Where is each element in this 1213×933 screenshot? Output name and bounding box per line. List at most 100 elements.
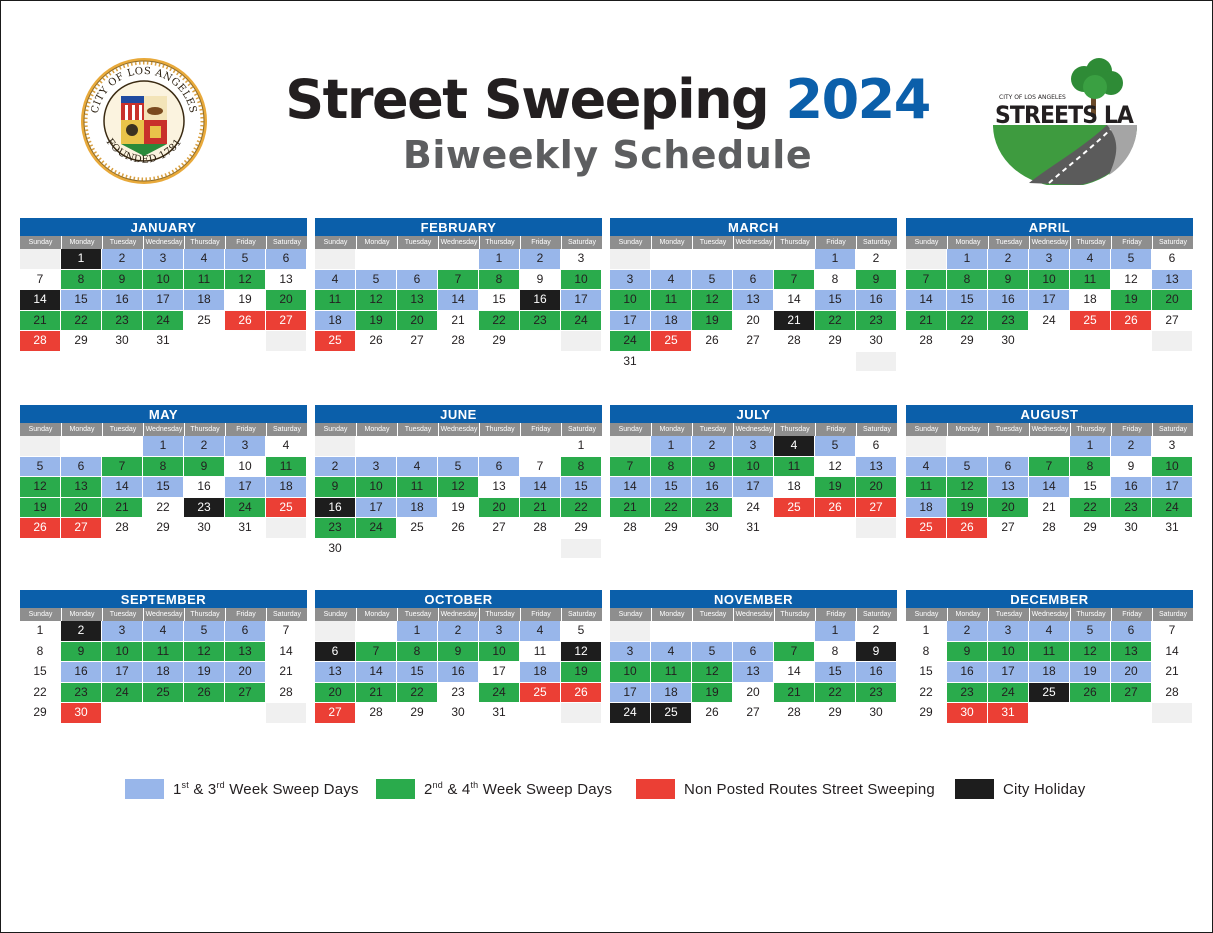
- empty-cell: [651, 621, 692, 642]
- weekday-header: Sunday Monday Tuesday Wednesday Thursday Frid…: [906, 236, 1193, 249]
- day-cell: 25: [520, 682, 561, 703]
- legend-label-part: City Holiday: [1003, 780, 1086, 798]
- weekday-header: Sunday Monday Tuesday Wednesday Thursday Frid…: [906, 608, 1193, 621]
- day-cell: 1: [651, 436, 692, 457]
- weekday-label: Sunday: [20, 608, 61, 621]
- empty-cell: [561, 331, 602, 352]
- day-cell: 28: [610, 518, 651, 539]
- day-cell: 4: [143, 621, 184, 642]
- day-cell: 26: [692, 703, 733, 724]
- day-cell: 18: [520, 662, 561, 683]
- weekday-header: Sunday Monday Tuesday Wednesday Thursday Frid…: [315, 423, 602, 436]
- weekday-header: Sunday Monday Tuesday Wednesday Thursday Frid…: [315, 236, 602, 249]
- legend-swatch: [636, 779, 675, 799]
- day-cell: 21: [774, 682, 815, 703]
- empty-cell: [438, 249, 479, 270]
- weekday-label: Friday: [815, 608, 856, 621]
- day-cell: 7: [102, 456, 143, 477]
- day-cell: 16: [1111, 477, 1152, 498]
- day-cell: 3: [1152, 436, 1193, 457]
- weekday-label: Tuesday: [397, 608, 438, 621]
- day-cell: 2: [988, 249, 1029, 270]
- page-title: Street Sweeping 2024: [1, 67, 1213, 133]
- legend-label-part: nd: [432, 780, 443, 790]
- day-cell: 18: [315, 310, 356, 331]
- day-cell: 27: [266, 310, 307, 331]
- day-cell: 3: [988, 621, 1029, 642]
- day-cell: 18: [1029, 662, 1070, 683]
- day-cell: 9: [1111, 456, 1152, 477]
- empty-cell: [315, 436, 356, 457]
- day-cell: 24: [1152, 497, 1193, 518]
- weekday-label: Thursday: [479, 608, 520, 621]
- day-cell: 1: [143, 436, 184, 457]
- day-cell: 9: [102, 269, 143, 290]
- empty-cell: [610, 249, 651, 270]
- empty-cell: [479, 436, 520, 457]
- day-cell: 29: [651, 518, 692, 539]
- weekday-label: Monday: [356, 608, 397, 621]
- empty-cell: [1152, 331, 1193, 352]
- month-title: DECEMBER: [906, 590, 1193, 608]
- day-cell: 20: [397, 310, 438, 331]
- empty-cell: [610, 436, 651, 457]
- empty-cell: [1029, 703, 1070, 724]
- day-cell: 18: [651, 682, 692, 703]
- day-cell: 1: [1070, 436, 1111, 457]
- empty-cell: [397, 436, 438, 457]
- day-cell: 28: [774, 331, 815, 352]
- day-cell: 30: [102, 331, 143, 352]
- day-cell: 22: [815, 310, 856, 331]
- weekday-label: Wednesday: [438, 423, 479, 436]
- weekday-label: Tuesday: [692, 423, 733, 436]
- day-cell: 1: [561, 436, 602, 457]
- day-cell: 2: [438, 621, 479, 642]
- empty-cell: [61, 436, 102, 457]
- day-cell: 12: [561, 641, 602, 662]
- day-cell: 28: [774, 703, 815, 724]
- month-title: FEBRUARY: [315, 218, 602, 236]
- empty-cell: [561, 703, 602, 724]
- day-cell: 12: [1111, 269, 1152, 290]
- day-cell: 21: [102, 497, 143, 518]
- weekday-label: Friday: [520, 236, 561, 249]
- weekday-label: Wednesday: [438, 236, 479, 249]
- day-cell: 20: [988, 497, 1029, 518]
- weekday-label: Saturday: [1152, 608, 1193, 621]
- day-cell: 14: [610, 477, 651, 498]
- day-cell: 26: [692, 331, 733, 352]
- empty-cell: [20, 249, 61, 270]
- day-cell: 27: [61, 518, 102, 539]
- legend-item: Non Posted Routes Street Sweeping: [636, 778, 935, 800]
- day-cell: 18: [906, 497, 947, 518]
- title-year: 2024: [785, 68, 932, 131]
- day-cell: 16: [692, 477, 733, 498]
- empty-cell: [733, 249, 774, 270]
- day-cell: 17: [225, 477, 266, 498]
- day-cell: 24: [733, 497, 774, 518]
- day-cell: 31: [610, 351, 651, 372]
- day-cell: 20: [856, 477, 897, 498]
- day-cell: 22: [947, 310, 988, 331]
- weekday-label: Wednesday: [1029, 608, 1070, 621]
- day-cell: 1: [815, 249, 856, 270]
- day-cell: 12: [356, 290, 397, 311]
- day-cell: 5: [225, 249, 266, 270]
- month-title: SEPTEMBER: [20, 590, 307, 608]
- day-cell: 13: [1111, 641, 1152, 662]
- day-cell: 26: [20, 518, 61, 539]
- day-cell: 17: [610, 682, 651, 703]
- day-cell: 10: [102, 641, 143, 662]
- day-cells: 1 2 3 4 5 6 7 8 9 10 11 12 13 14 15 16 17 18 19 20 21 22 23 24 2…: [610, 249, 897, 372]
- weekday-label: Friday: [1111, 423, 1152, 436]
- day-cell: 15: [815, 290, 856, 311]
- day-cell: 24: [102, 682, 143, 703]
- day-cell: 25: [143, 682, 184, 703]
- month-june: JUNE Sunday Monday Tuesday Wednesday Thursday…: [315, 405, 602, 559]
- empty-cell: [520, 331, 561, 352]
- day-cell: 9: [520, 269, 561, 290]
- day-cell: 7: [1029, 456, 1070, 477]
- weekday-header: Sunday Monday Tuesday Wednesday Thursday Frid…: [20, 236, 307, 249]
- day-cell: 9: [856, 641, 897, 662]
- day-cell: 25: [651, 703, 692, 724]
